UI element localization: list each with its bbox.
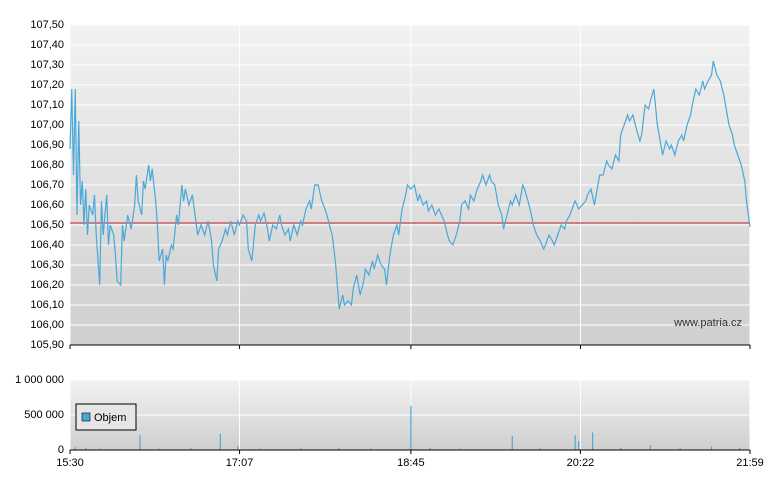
volume-bar	[85, 447, 87, 450]
volume-bar	[237, 445, 239, 450]
legend-swatch	[81, 412, 91, 422]
y-tick-label: 107,30	[30, 59, 64, 71]
y-tick-label: 106,10	[30, 299, 64, 311]
legend-label: Objem	[94, 412, 126, 424]
volume-bar	[300, 448, 302, 450]
x-tick-label: 20:22	[567, 457, 595, 469]
volume-bar	[738, 447, 741, 450]
volume-bar	[99, 448, 101, 450]
volume-bar	[539, 448, 541, 450]
y-tick-label: 105,90	[30, 339, 64, 351]
y-tick-label: 107,00	[30, 119, 64, 131]
y-tick-label: 106,80	[30, 159, 64, 171]
x-tick-label: 21:59	[736, 457, 764, 469]
y-tick-label: 107,10	[30, 99, 64, 111]
x-tick-label: 15:30	[56, 457, 84, 469]
volume-bar	[574, 435, 576, 450]
y-tick-label: 107,20	[30, 79, 64, 91]
y-tick-label: 500 000	[24, 409, 64, 421]
y-tick-label: 106,30	[30, 259, 64, 271]
y-tick-label: 106,90	[30, 139, 64, 151]
volume-bar	[429, 447, 431, 450]
y-tick-label: 106,20	[30, 279, 64, 291]
y-tick-label: 0	[58, 444, 64, 456]
volume-bar	[649, 445, 651, 450]
watermark: www.patria.cz	[673, 317, 742, 329]
volume-bar	[578, 440, 580, 450]
volume-bar	[259, 448, 262, 450]
x-tick-label: 17:07	[226, 457, 254, 469]
volume-bar	[219, 433, 221, 450]
y-tick-label: 106,50	[30, 219, 64, 231]
x-tick-label: 18:45	[397, 457, 425, 469]
y-tick-label: 106,00	[30, 319, 64, 331]
volume-bar	[679, 448, 681, 450]
volume-bar	[592, 432, 594, 450]
volume-bar	[410, 405, 412, 450]
volume-bar	[139, 435, 141, 450]
volume-bar	[338, 447, 340, 450]
y-tick-label: 106,60	[30, 199, 64, 211]
y-tick-label: 1 000 000	[15, 374, 64, 386]
volume-bar	[158, 448, 160, 450]
y-tick-label: 106,40	[30, 239, 64, 251]
volume-bar	[459, 448, 461, 450]
volume-bar	[511, 436, 513, 450]
volume-bar	[74, 447, 76, 450]
volume-bar	[620, 447, 622, 450]
y-tick-label: 107,40	[30, 39, 64, 51]
y-tick-label: 107,50	[30, 19, 64, 31]
price-line	[69, 60, 751, 310]
volume-bar	[370, 448, 372, 450]
volume-bar	[190, 448, 192, 450]
volume-bar	[710, 446, 713, 450]
y-tick-label: 106,70	[30, 179, 64, 191]
